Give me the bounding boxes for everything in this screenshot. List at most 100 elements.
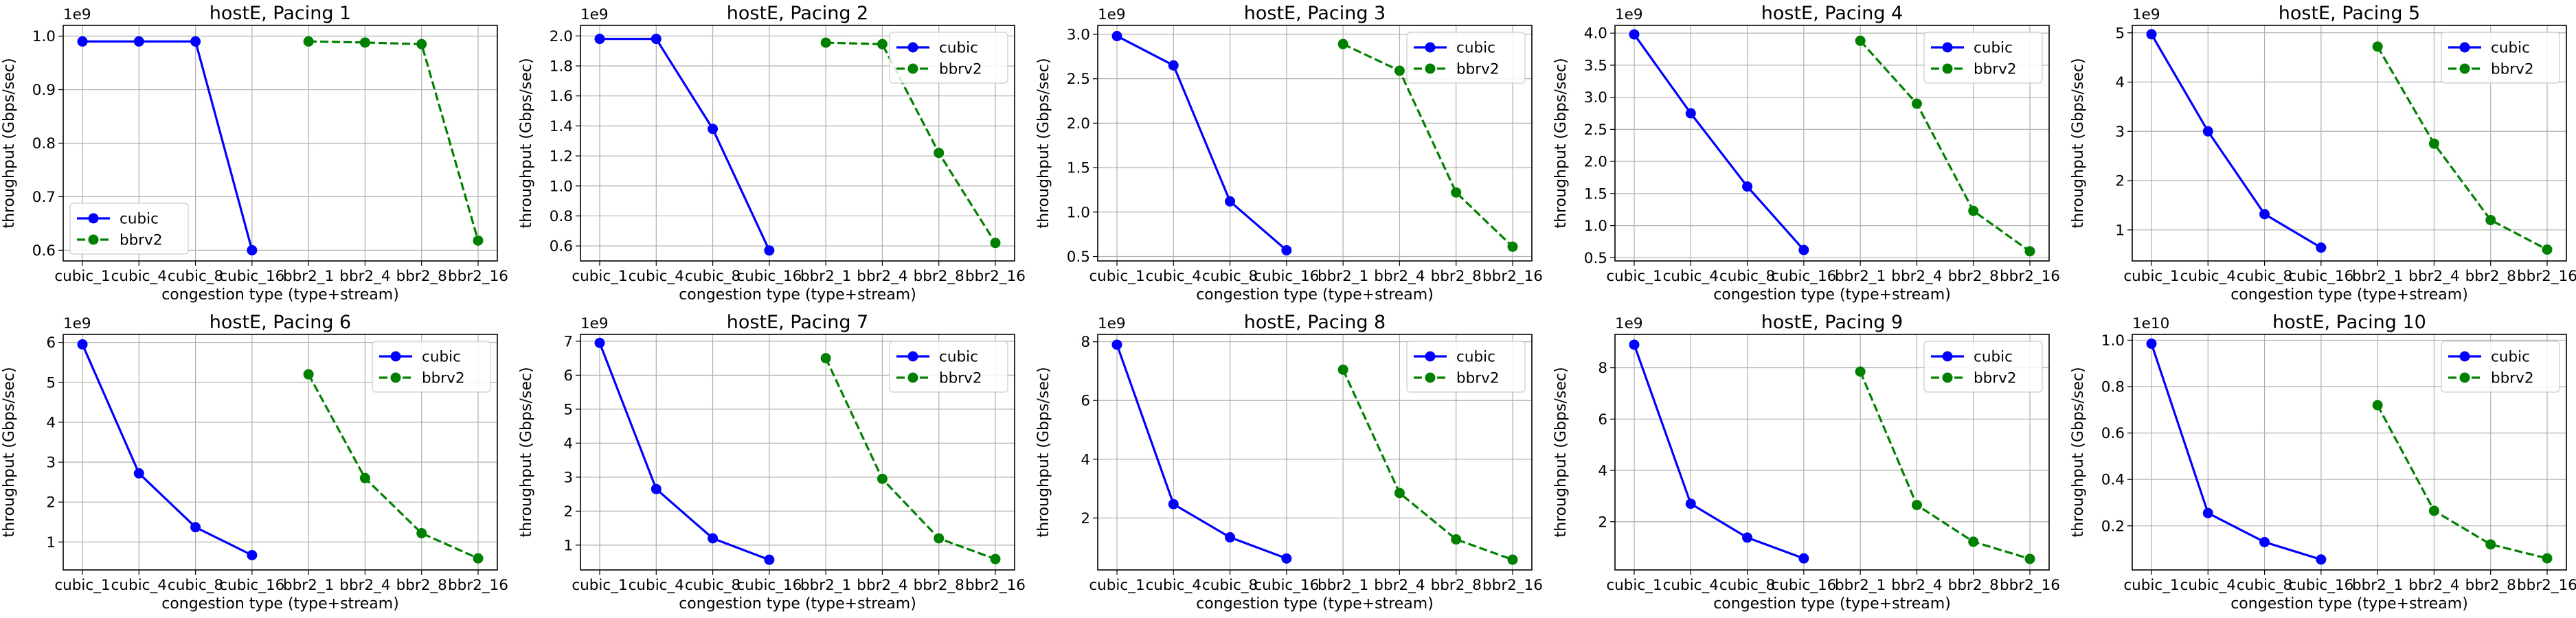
x-tick-label: bbr2_4 bbox=[857, 577, 907, 594]
y-axis-label: throughput (Gbps/sec) bbox=[1035, 58, 1052, 228]
legend-box bbox=[372, 341, 491, 393]
series-line-bbrv2 bbox=[824, 357, 996, 560]
y-tick-label: 1.4 bbox=[550, 118, 573, 135]
x-tick-label: cubic_8 bbox=[2237, 577, 2292, 594]
axes-frame bbox=[2132, 334, 2567, 571]
data-point-cubic bbox=[1685, 499, 1696, 510]
data-point-bbrv2 bbox=[416, 528, 427, 539]
x-tick-label: cubic_16 bbox=[1254, 268, 1319, 285]
data-point-cubic bbox=[1225, 532, 1236, 543]
x-tick-label: bbr2_4 bbox=[2408, 577, 2459, 594]
x-tick-label: bbr2_4 bbox=[857, 268, 907, 285]
y-tick-label: 1.0 bbox=[550, 178, 573, 195]
data-point-bbrv2 bbox=[1507, 554, 1518, 565]
x-tick-label: cubic_16 bbox=[1771, 577, 1836, 594]
x-tick-label: bbr2_4 bbox=[339, 577, 390, 594]
x-tick-label: cubic_1 bbox=[572, 577, 627, 594]
legend-label-cubic: cubic bbox=[939, 40, 978, 57]
x-axis-label: congestion type (type+stream) bbox=[1713, 595, 1951, 613]
x-tick-label: bbr2_4 bbox=[1891, 577, 1942, 594]
data-point-cubic bbox=[77, 339, 88, 350]
legend-marker-bbrv2 bbox=[88, 234, 99, 245]
y-tick-label: 2 bbox=[46, 494, 56, 512]
legend-label-bbrv2: bbrv2 bbox=[2491, 370, 2534, 387]
legend-box bbox=[889, 32, 1008, 84]
data-point-bbrv2 bbox=[990, 553, 1001, 564]
y-tick-label: 2.5 bbox=[1584, 122, 1607, 139]
x-tick-label: cubic_8 bbox=[2237, 268, 2292, 285]
data-point-cubic bbox=[1225, 196, 1236, 207]
legend-marker-bbrv2 bbox=[1425, 372, 1436, 383]
x-tick-label: bbr2_16 bbox=[448, 268, 508, 285]
x-tick-label: cubic_1 bbox=[572, 268, 627, 285]
data-point-cubic bbox=[594, 337, 605, 348]
x-tick-label: bbr2_8 bbox=[1948, 577, 1999, 594]
legend: cubic bbrv2 bbox=[372, 341, 491, 393]
x-tick-label: bbr2_1 bbox=[2352, 268, 2403, 285]
x-tick-label: bbr2_16 bbox=[965, 268, 1026, 285]
series-line-bbrv2 bbox=[307, 374, 479, 560]
legend-box bbox=[69, 203, 189, 255]
x-tick-label: cubic_1 bbox=[2123, 268, 2179, 285]
y-tick-label: 7 bbox=[563, 333, 573, 350]
legend-marker-cubic bbox=[390, 351, 401, 362]
series-line-bbrv2 bbox=[2376, 404, 2548, 560]
legend-label-bbrv2: bbrv2 bbox=[1974, 370, 2017, 387]
x-tick-label: bbr2_16 bbox=[2517, 577, 2576, 594]
x-tick-label: cubic_16 bbox=[2288, 268, 2353, 285]
x-tick-label: cubic_8 bbox=[685, 268, 741, 285]
data-point-bbrv2 bbox=[473, 235, 484, 246]
y-axis-label: throughput (Gbps/sec) bbox=[1552, 367, 1570, 537]
data-point-cubic bbox=[2202, 507, 2213, 518]
x-tick-label: cubic_16 bbox=[736, 268, 802, 285]
data-point-bbrv2 bbox=[877, 473, 888, 484]
x-tick-label: bbr2_1 bbox=[800, 268, 851, 285]
y-tick-label: 2 bbox=[1598, 514, 1607, 531]
legend-label-bbrv2: bbrv2 bbox=[120, 232, 163, 249]
data-point-cubic bbox=[1742, 181, 1753, 192]
chart-title: hostE, Pacing 10 bbox=[2272, 312, 2426, 333]
x-tick-label: cubic_1 bbox=[1089, 577, 1144, 594]
x-tick-label: bbr2_8 bbox=[1948, 268, 1999, 285]
data-point-cubic bbox=[190, 522, 201, 533]
series-line-cubic bbox=[598, 342, 770, 561]
series-line-cubic bbox=[82, 40, 253, 251]
data-point-cubic bbox=[1281, 553, 1292, 564]
y-tick-label: 1.5 bbox=[1584, 185, 1607, 203]
series-line-bbrv2 bbox=[2376, 46, 2548, 251]
y-tick-label: 8 bbox=[1598, 360, 1607, 377]
x-tick-label: cubic_4 bbox=[2180, 577, 2236, 594]
axis-offset-label: 1e9 bbox=[2132, 6, 2160, 23]
series-line-cubic bbox=[81, 343, 253, 556]
chart-title: hostE, Pacing 7 bbox=[727, 312, 868, 333]
x-tick-label: cubic_4 bbox=[1663, 577, 1719, 594]
legend-box bbox=[1923, 341, 2043, 393]
x-axis-label: congestion type (type+stream) bbox=[1196, 595, 1434, 613]
x-tick-label: bbr2_16 bbox=[2000, 577, 2060, 594]
legend-box bbox=[1923, 32, 2043, 84]
y-axis-label: throughput (Gbps/sec) bbox=[1035, 367, 1052, 537]
y-tick-label: 2.0 bbox=[1067, 115, 1090, 133]
data-point-bbrv2 bbox=[1394, 488, 1405, 499]
y-tick-label: 3 bbox=[2115, 124, 2125, 141]
series-line-cubic bbox=[2150, 34, 2322, 249]
y-tick-label: 3.0 bbox=[1067, 26, 1090, 43]
data-point-cubic bbox=[77, 36, 88, 47]
x-tick-label: cubic_4 bbox=[111, 577, 167, 594]
y-tick-label: 1.0 bbox=[1067, 204, 1090, 221]
x-tick-label: bbr2_8 bbox=[2465, 577, 2516, 594]
data-point-bbrv2 bbox=[934, 533, 945, 544]
x-tick-label: cubic_8 bbox=[1719, 577, 1775, 594]
data-point-cubic bbox=[764, 554, 775, 565]
axis-offset-label: 1e9 bbox=[580, 6, 609, 23]
legend-box bbox=[2441, 341, 2560, 393]
x-axis-label: congestion type (type+stream) bbox=[679, 595, 916, 613]
data-point-cubic bbox=[2146, 29, 2157, 40]
data-point-bbrv2 bbox=[2372, 400, 2383, 411]
y-tick-label: 0.5 bbox=[1584, 250, 1607, 267]
y-tick-label: 1 bbox=[2115, 222, 2125, 239]
